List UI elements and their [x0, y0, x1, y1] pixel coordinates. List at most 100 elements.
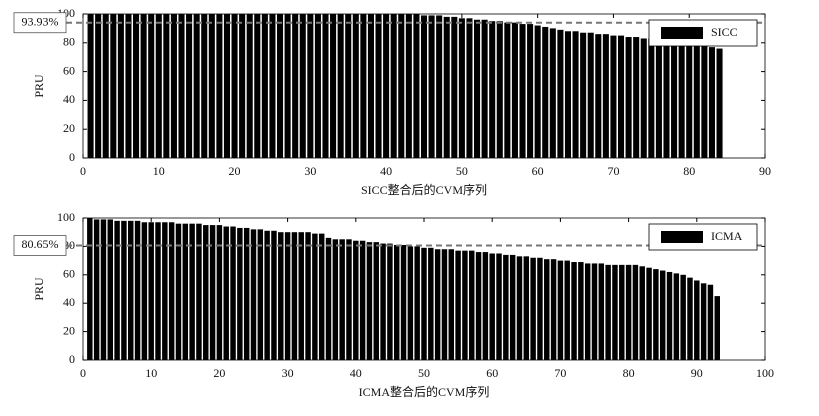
bar [659, 270, 666, 360]
bar [496, 21, 503, 159]
bar [455, 250, 461, 360]
bar [441, 249, 448, 360]
bar [170, 14, 177, 158]
legend-swatch [661, 231, 703, 243]
bar [680, 274, 686, 360]
bar [216, 14, 223, 158]
bar [673, 273, 680, 360]
y-tick-label: 20 [63, 323, 75, 337]
y-tick-label: 40 [63, 295, 75, 309]
x-tick-label: 10 [153, 164, 165, 178]
bar [648, 38, 655, 159]
bar [393, 244, 400, 360]
legend-label: ICMA [711, 229, 743, 243]
bar [700, 283, 707, 360]
bar [686, 42, 693, 158]
x-tick-label: 20 [213, 366, 225, 380]
bar [196, 223, 202, 360]
bar [148, 14, 155, 158]
reference-label: 93.93% [22, 14, 59, 28]
bar [530, 257, 536, 360]
bar [318, 233, 325, 360]
x-tick-label: 50 [456, 164, 468, 178]
bar [595, 34, 602, 158]
bar [625, 264, 632, 360]
bar [469, 250, 475, 360]
bar [572, 31, 579, 159]
bar [305, 232, 311, 360]
plot-frame [82, 13, 766, 159]
bar [102, 14, 109, 158]
bar [375, 14, 382, 158]
bar [489, 253, 495, 360]
legend-swatch [661, 27, 703, 39]
bar [133, 14, 140, 158]
x-tick-label: 0 [80, 366, 86, 380]
bar [312, 233, 318, 360]
y-tick-label: 0 [69, 150, 75, 164]
bar [639, 266, 645, 360]
bar [398, 14, 405, 158]
bar [407, 246, 414, 360]
bar [168, 222, 175, 360]
x-tick-label: 30 [304, 164, 316, 178]
bar [155, 14, 162, 158]
bar [140, 14, 147, 158]
bar [237, 227, 243, 360]
y-tick-label: 100 [57, 210, 75, 224]
reference-label-box [13, 12, 67, 34]
bar [693, 44, 700, 158]
bar [663, 39, 670, 158]
bar [448, 249, 455, 360]
bar [352, 14, 359, 158]
bar [254, 14, 261, 158]
x-tick-label: 90 [759, 164, 771, 178]
x-tick-label: 60 [532, 164, 544, 178]
bar [516, 256, 523, 360]
bar [653, 269, 659, 360]
x-axis-label: SICC整合后的CVM序列 [361, 182, 487, 197]
bar [292, 14, 299, 158]
bar [509, 254, 516, 360]
x-tick-label: 80 [623, 366, 635, 380]
bar [208, 14, 215, 158]
bar [373, 242, 379, 360]
bar [475, 252, 482, 360]
bar [121, 220, 127, 360]
x-tick-label: 60 [486, 366, 498, 380]
bar [148, 222, 154, 360]
bar [93, 219, 100, 360]
y-tick-label: 40 [63, 92, 75, 106]
bar [503, 254, 509, 360]
bar [542, 26, 549, 159]
bar [307, 14, 314, 158]
bar [230, 226, 236, 360]
bar [519, 24, 526, 158]
bar [110, 14, 117, 158]
x-tick-label: 100 [756, 366, 774, 380]
bar [701, 45, 708, 158]
bar [434, 249, 441, 360]
y-tick-label: 60 [63, 63, 75, 77]
bar [337, 14, 344, 158]
bar [420, 15, 428, 158]
bar [216, 225, 223, 360]
x-tick-label: 80 [683, 164, 695, 178]
bar [489, 21, 496, 159]
bar [557, 29, 564, 159]
bar [716, 48, 723, 159]
y-tick-label: 0 [69, 352, 75, 366]
bar [428, 15, 435, 158]
bar [250, 229, 257, 360]
bar [284, 232, 291, 360]
bar [107, 219, 114, 360]
reference-label-box [13, 235, 67, 256]
x-tick-label: 40 [350, 366, 362, 380]
bar [162, 222, 168, 360]
x-tick-label: 20 [229, 164, 241, 178]
bar [550, 259, 557, 360]
bar [534, 25, 541, 158]
bar [114, 220, 120, 360]
bar [707, 284, 714, 360]
